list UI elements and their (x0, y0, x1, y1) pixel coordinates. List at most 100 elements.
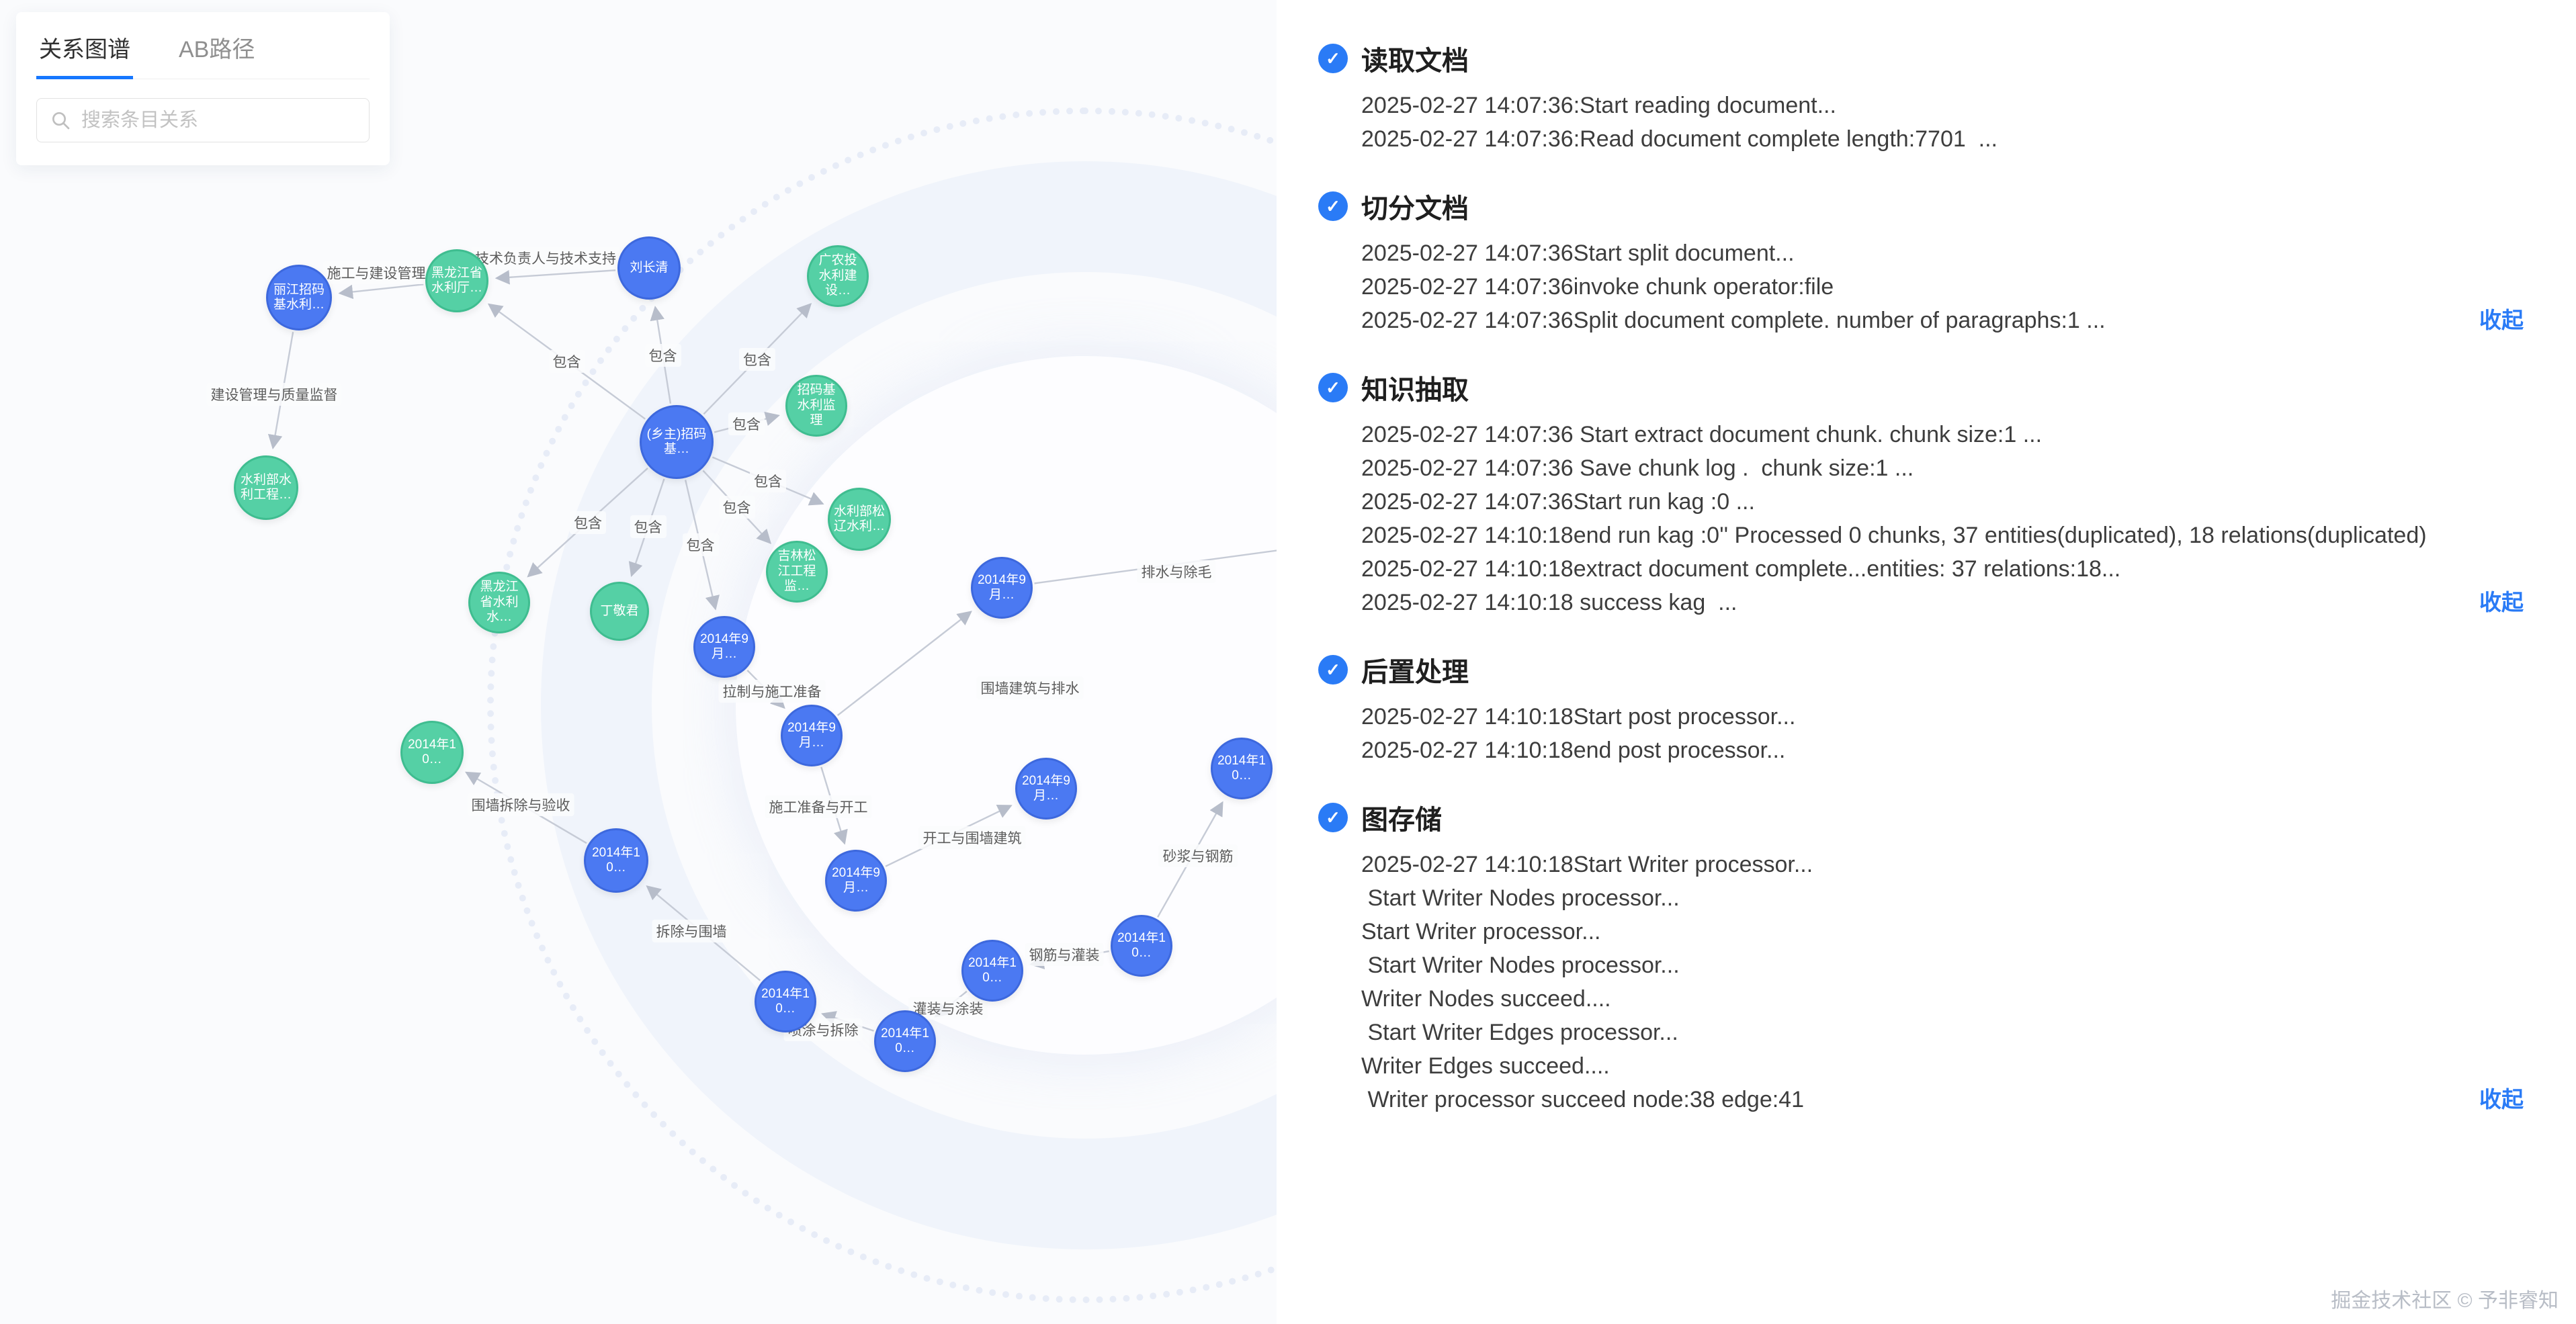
graph-node[interactable]: 2014年10… (584, 828, 648, 893)
edge-label: 包含 (682, 533, 719, 556)
pipeline-step-1: ✓ 读取文档 2025-02-27 14:07:36:Start reading d… (1318, 39, 2524, 156)
edge-label: 包含 (570, 511, 606, 534)
graph-node-label: 2014年9月… (700, 631, 748, 661)
graph-node[interactable]: 刘长清 (617, 236, 681, 300)
graph-node-label: 2014年10… (761, 986, 810, 1016)
log-line: Writer Edges succeed.... (1361, 1053, 1610, 1079)
check-icon: ✓ (1318, 373, 1348, 402)
graph-node-label: 2014年10… (881, 1026, 929, 1055)
graph-node[interactable]: 2014年9月… (971, 557, 1033, 619)
graph-node[interactable]: 丁敬君 (590, 582, 649, 641)
log-line: 2025-02-27 14:10:18extract document comp… (1361, 556, 2121, 582)
graph-node-label: 水利部水利工程… (240, 472, 292, 502)
graph-node-label: 2014年10… (968, 955, 1017, 985)
graph-node-label: 招码基水利监理 (797, 383, 836, 428)
log-line: 2025-02-27 14:07:36invoke chunk operator… (1361, 274, 1834, 300)
graph-node[interactable]: 2014年10… (961, 940, 1023, 1002)
graph-node[interactable]: (乡主)招码基… (640, 405, 714, 479)
check-icon: ✓ (1318, 44, 1348, 73)
graph-node-label: 2014年10… (1217, 753, 1266, 783)
graph-node[interactable]: 黑龙江省水利厅… (425, 249, 488, 312)
graph-node-label: 黑龙江省水利厅… (431, 265, 483, 295)
log-line: 2025-02-27 14:10:18end run kag :0'' Proc… (1361, 523, 2427, 548)
log-line: 2025-02-27 14:10:18Start Writer processo… (1361, 852, 1813, 877)
tabs: 关系图谱 AB路径 (36, 27, 370, 79)
graph-node-label: 黑龙江省水利水… (480, 580, 519, 625)
search-icon (52, 112, 70, 130)
graph-node[interactable]: 2014年9月… (693, 616, 755, 678)
graph-node[interactable]: 水利部松辽水利… (828, 488, 891, 551)
graph-panel: 施工与建设管理 技术负责人与技术支持 建设管理与质量监督 包含 包含 包含 包含 包含 包含 包含… (0, 0, 1277, 1324)
pipeline-log-panel: ✓ 读取文档 2025-02-27 14:07:36:Start reading d… (1277, 0, 2576, 1324)
graph-node-label: 2014年9月… (832, 865, 880, 895)
graph-canvas[interactable]: 施工与建设管理 技术负责人与技术支持 建设管理与质量监督 包含 包含 包含 包含 包含 包含 包含… (0, 0, 1277, 1324)
collapse-link[interactable]: 收起 (2479, 308, 2524, 333)
log-line: 2025-02-27 14:10:18 success kag ... (1361, 590, 1737, 615)
graph-node-label: 吉林松江工程监… (777, 549, 816, 594)
log-line: Writer Nodes succeed.... (1361, 986, 1611, 1012)
edge-label: 包含 (644, 343, 681, 367)
edge-label: 施工与建设管理 (323, 261, 430, 284)
graph-node-label: 水利部松辽水利… (834, 504, 886, 533)
graph-node[interactable]: 2014年9月… (781, 705, 843, 766)
edge-label: 喷涂与拆除 (783, 1018, 863, 1041)
collapse-link[interactable]: 收起 (2479, 590, 2524, 615)
edge-label: 建设管理与质量监督 (206, 383, 342, 406)
site-watermark: 掘金技术社区 © 予非睿知 (2331, 1290, 2559, 1312)
graph-node-label: 2014年9月… (1022, 773, 1070, 803)
graph-node-label: 广农投水利建设… (818, 253, 857, 298)
search-box (36, 98, 370, 142)
edge-label: 钢筋与灌装 (1025, 943, 1104, 966)
log-line: 2025-02-27 14:07:36 Start extract docume… (1361, 422, 2043, 447)
step-title: 读取文档 (1361, 46, 1469, 76)
graph-node[interactable]: 吉林松江工程监… (766, 541, 828, 603)
graph-node[interactable]: 招码基水利监理 (785, 375, 847, 437)
graph-node-label: 2014年9月… (978, 572, 1026, 602)
graph-node-label: 丁敬君 (600, 603, 639, 618)
graph-node[interactable]: 2014年10… (1211, 738, 1273, 799)
edge-label: 围墙拆除与验收 (467, 793, 574, 816)
graph-node[interactable]: 2014年10… (755, 971, 816, 1032)
graph-node[interactable]: 2014年10… (1111, 915, 1172, 977)
edge-label: 包含 (548, 350, 585, 373)
log-line: 2025-02-27 14:07:36Start split document.… (1361, 240, 1795, 266)
edge-label: 施工准备与开工 (765, 795, 872, 818)
check-icon: ✓ (1318, 191, 1348, 221)
edge-label: 排水与除毛 (1137, 560, 1216, 583)
log-line: Start Writer processor... (1361, 919, 1601, 944)
log-line: 2025-02-27 14:07:36:Start reading docume… (1361, 93, 1836, 118)
graph-node[interactable]: 水利部水利工程… (234, 455, 298, 520)
graph-node[interactable]: 2014年10… (400, 721, 464, 784)
graph-node[interactable]: 2014年9月… (1015, 758, 1077, 820)
graph-node[interactable]: 广农投水利建设… (807, 245, 869, 307)
check-icon: ✓ (1318, 803, 1348, 832)
graph-node[interactable]: 2014年10… (874, 1010, 936, 1072)
log-line: 2025-02-27 14:07:36:Read document comple… (1361, 126, 1998, 152)
graph-node-label: 2014年9月… (787, 720, 836, 750)
graph-node[interactable]: 黑龙江省水利水… (468, 572, 530, 633)
graph-node[interactable]: 丽江招码基水利… (266, 265, 332, 330)
graph-node-label: 丽江招码基水利… (273, 282, 325, 312)
edge-label: 拉制与施工准备 (718, 680, 826, 703)
graph-node-label: 2014年10… (592, 845, 640, 875)
collapse-link[interactable]: 收起 (2479, 1087, 2524, 1112)
tab-relation-graph[interactable]: 关系图谱 (36, 27, 133, 79)
edge-label: 包含 (728, 412, 765, 435)
edge-label: 砂浆与钢筋 (1158, 844, 1238, 867)
pipeline-step-4: ✓ 后置处理 2025-02-27 14:10:18Start post proce… (1318, 650, 2524, 767)
edge-label: 拆除与围墙 (652, 920, 731, 942)
log-line: 2025-02-27 14:10:18Start post processor.… (1361, 704, 1796, 730)
pipeline-steps: ✓ 读取文档 2025-02-27 14:07:36:Start reading d… (1318, 39, 2524, 1116)
check-icon: ✓ (1318, 655, 1348, 685)
log-line: 2025-02-27 14:07:36 Save chunk log . chu… (1361, 455, 1914, 481)
log-line: 2025-02-27 14:07:36Split document comple… (1361, 308, 2106, 333)
edge-label: 开工与围墙建筑 (918, 826, 1026, 849)
graph-node-label: 刘长清 (630, 260, 669, 275)
search-input[interactable] (36, 98, 370, 142)
tab-ab-path[interactable]: AB路径 (179, 37, 255, 62)
graph-node[interactable]: 2014年9月… (825, 850, 887, 912)
step-title: 知识抽取 (1361, 376, 1469, 405)
edge-label: 包含 (718, 495, 755, 519)
edge-label: 技术负责人与技术支持 (471, 247, 620, 269)
graph-toolbar-card: 关系图谱 AB路径 (16, 12, 390, 165)
